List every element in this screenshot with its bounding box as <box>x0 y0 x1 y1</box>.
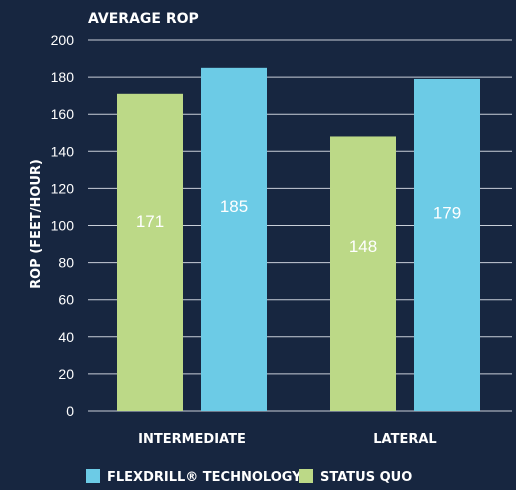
labels-layer: 0 20 40 60 80 100 120 140 160 180 200 171 185 INTERME… <box>51 32 462 447</box>
bar <box>414 78 480 411</box>
legend-label: STATUS QUO <box>320 470 412 485</box>
bar-value-label: 148 <box>349 237 377 256</box>
bar <box>330 136 396 411</box>
y-tick-label: 80 <box>58 255 74 271</box>
bar-value-label: 171 <box>136 212 164 231</box>
y-tick-label: 200 <box>51 32 75 48</box>
x-category-label: LATERAL <box>373 432 436 447</box>
bars-layer <box>117 67 480 412</box>
legend-label: FLEXDRILL® TECHNOLOGY <box>107 470 302 485</box>
bar-value-label: 185 <box>220 197 248 216</box>
legend: FLEXDRILL® TECHNOLOGY STATUS QUO <box>86 469 412 485</box>
y-axis-label: ROP (FEET/HOUR) <box>29 159 44 289</box>
y-tick-label: 40 <box>58 329 74 345</box>
y-tick-label: 180 <box>51 69 75 85</box>
chart-title: AVERAGE ROP <box>88 11 199 27</box>
y-tick-label: 0 <box>66 403 74 419</box>
y-tick-label: 120 <box>51 180 75 196</box>
x-category-label: INTERMEDIATE <box>138 432 246 447</box>
bar-value-label: 179 <box>433 203 461 222</box>
bar <box>117 93 183 412</box>
y-tick-label: 160 <box>51 106 75 122</box>
bar <box>201 67 267 411</box>
y-tick-label: 100 <box>51 218 75 234</box>
y-tick-label: 60 <box>58 292 74 308</box>
legend-swatch <box>299 469 313 483</box>
legend-swatch <box>86 469 100 483</box>
y-tick-label: 140 <box>51 143 75 159</box>
y-tick-label: 20 <box>58 366 74 382</box>
